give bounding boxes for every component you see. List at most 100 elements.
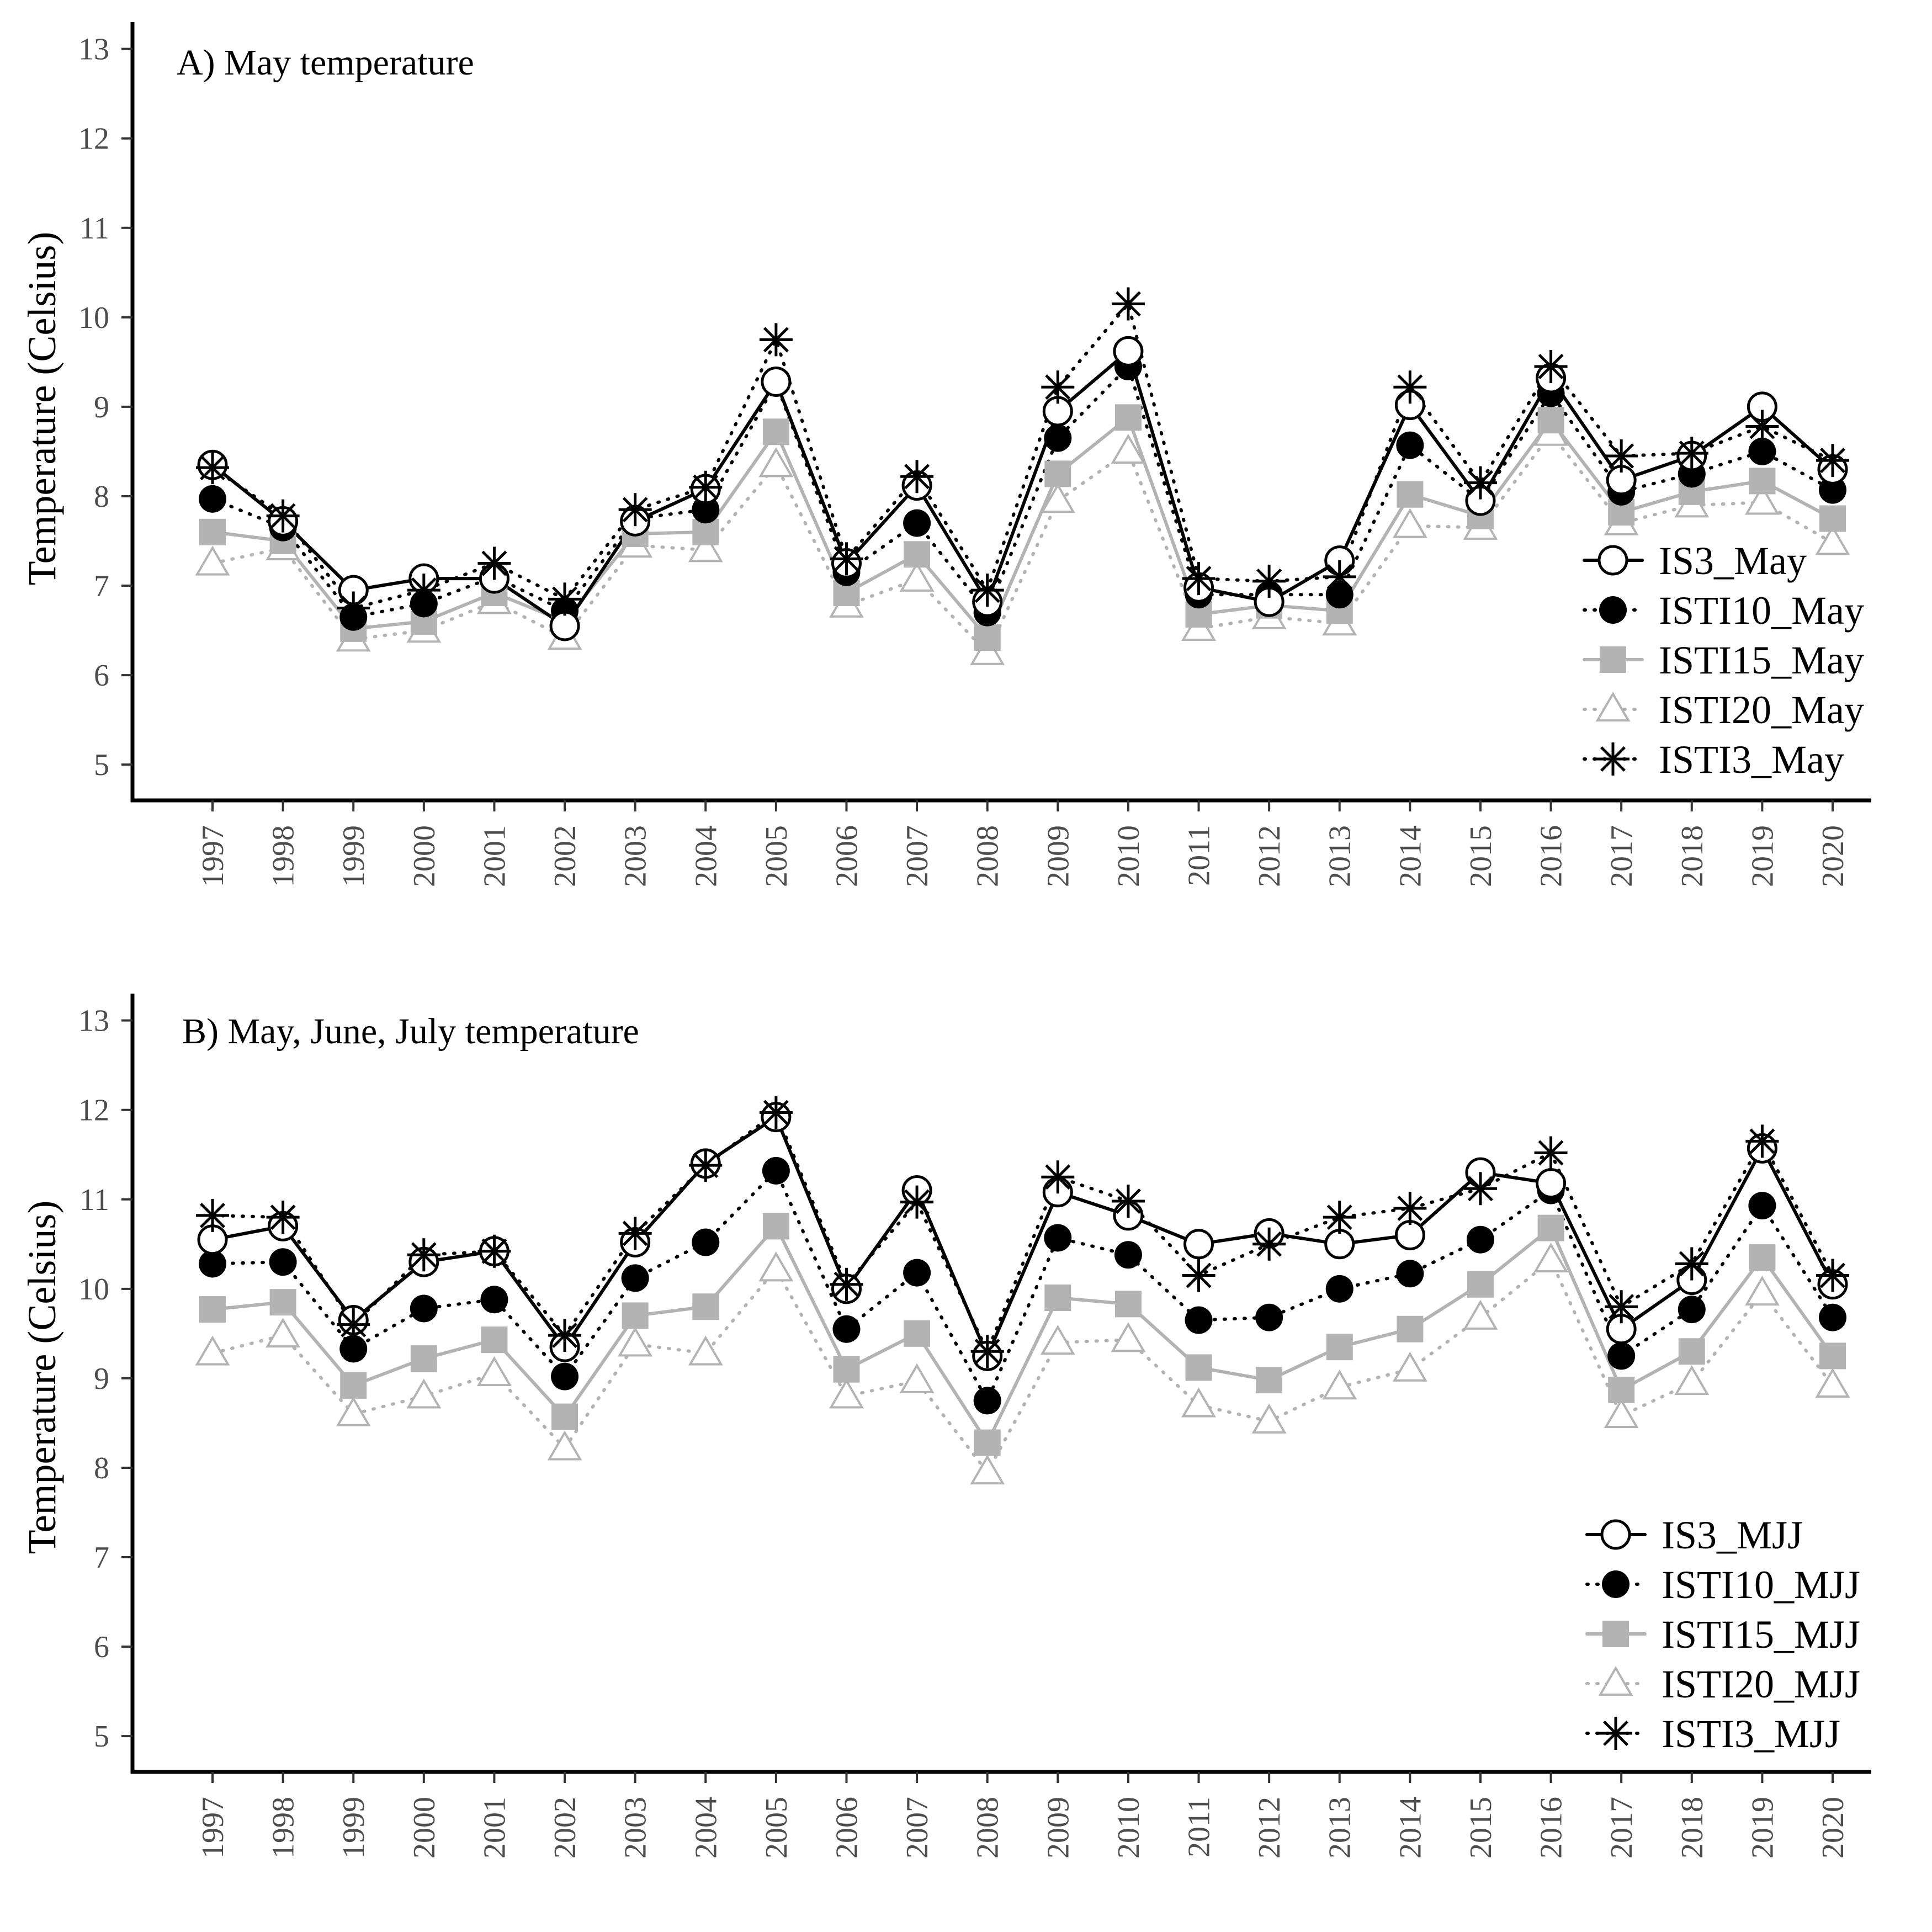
panel-b-point-isti3-mjj-2017	[1605, 1290, 1638, 1324]
panel-b-point-isti15-mjj-2007	[904, 1320, 931, 1347]
panel-b-point-isti10-mjj-2019	[1748, 1192, 1776, 1220]
panel-a-legend-label-is3-may: IS3_May	[1659, 539, 1807, 583]
panel-b-legend-key-marker-isti10-mjj	[1602, 1570, 1630, 1598]
panel-a-x-tick-label-1999: 1999	[337, 825, 371, 887]
panel-a-point-isti15-may-2014	[1397, 481, 1424, 508]
panel-a-legend-entry-isti20-may: ISTI20_May	[1583, 688, 1864, 732]
panel-a-point-isti20-may-2019	[1744, 485, 1780, 515]
panel-a-point-isti3-may-2019	[1745, 410, 1779, 443]
panel-a-markers-isti3-may	[196, 287, 1849, 625]
panel-b-x-tick-label-2001: 2001	[477, 1797, 512, 1859]
panel-a-line-isti10-may	[211, 364, 1834, 619]
panel-b-point-isti20-mjj-2020	[1815, 1367, 1850, 1398]
panel-a-x-tick-label-2001: 2001	[477, 825, 512, 887]
panel-b-point-isti3-mjj-2002	[548, 1319, 582, 1352]
panel-b-point-isti10-mjj-2011	[1185, 1306, 1213, 1334]
panel-a-point-isti10-may-2020	[1819, 476, 1846, 504]
panel-b-point-isti15-mjj-2008	[974, 1429, 1001, 1456]
panel-a-x-tick-label-2010: 2010	[1112, 825, 1146, 887]
panel-b-point-isti3-mjj-2001	[477, 1234, 511, 1268]
panel-b-markers-isti3-mjj	[196, 1096, 1849, 1368]
panel-a-legend-key-marker-isti15-may	[1600, 646, 1626, 673]
panel-b-x-tick-label-2006: 2006	[830, 1797, 864, 1859]
panel-b-point-isti15-mjj-1998	[269, 1289, 296, 1316]
panel-a-legend-key-marker-isti3-may	[1596, 742, 1630, 776]
panel-b-point-isti3-mjj-2014	[1393, 1191, 1427, 1225]
panel-a-x-tick-label-2019: 2019	[1745, 825, 1780, 887]
panel-a-x-tick-label-2004: 2004	[689, 825, 723, 887]
panel-b-point-isti15-mjj-2000	[410, 1345, 437, 1372]
panel-b-x-tick-label-2020: 2020	[1816, 1797, 1850, 1859]
panel-a-x-tick-label-2008: 2008	[971, 825, 1005, 887]
panel-b-point-isti20-mjj-2019	[1744, 1275, 1780, 1306]
panel-b-legend-label-is3-mjj: IS3_MJJ	[1662, 1513, 1803, 1557]
panel-b-point-is3-mjj-2011	[1183, 1229, 1214, 1260]
panel-b-point-isti3-mjj-2007	[900, 1185, 934, 1219]
panel-b-point-isti20-mjj-2004	[688, 1335, 723, 1366]
panel-b-legend-key-marker-isti20-mjj	[1598, 1666, 1633, 1696]
panel-b-point-isti10-mjj-2015	[1466, 1225, 1494, 1254]
panel-a-y-tick-label-13: 13	[78, 33, 109, 67]
panel-b-point-isti20-mjj-2001	[476, 1356, 512, 1386]
panel-a-x-tick-label-2007: 2007	[900, 825, 935, 887]
panel-b-point-isti10-mjj-2006	[832, 1315, 861, 1343]
panel-a-x-tick-label-2005: 2005	[760, 825, 794, 887]
panel-a-point-isti10-may-2013	[1325, 581, 1354, 609]
panel-b-point-isti15-mjj-2013	[1326, 1334, 1353, 1361]
panel-a-legend-entry-is3-may: IS3_May	[1583, 539, 1807, 583]
panel-b-markers-isti20-mjj	[195, 1242, 1850, 1485]
panel-b-x-tick-label-1999: 1999	[337, 1797, 371, 1859]
panel-b-point-isti15-mjj-2009	[1044, 1285, 1071, 1312]
panel-a-y-tick-label-11: 11	[79, 211, 109, 246]
panel-b-point-isti20-mjj-2013	[1322, 1370, 1357, 1400]
panel-a-x-tick-label-2020: 2020	[1816, 825, 1850, 887]
panel-b-point-isti3-mjj-1999	[337, 1308, 370, 1341]
panel-b-point-isti3-mjj-2013	[1323, 1201, 1356, 1234]
panel-a-x-tick-label-2006: 2006	[830, 825, 864, 887]
panel-a-point-isti10-may-2004	[692, 496, 720, 524]
panel-b-point-isti20-mjj-1998	[266, 1318, 301, 1348]
panel-b-legend-label-isti15-mjj: ISTI15_MJJ	[1662, 1612, 1860, 1657]
panel-b-point-isti10-mjj-2010	[1114, 1241, 1142, 1269]
panel-b-y-tick-label-6: 6	[94, 1630, 109, 1664]
panel-b-x-tick-label-2016: 2016	[1535, 1797, 1569, 1859]
panel-b-title: B) May, June, July temperature	[182, 1011, 639, 1052]
panel-a-point-isti15-may-2010	[1114, 404, 1142, 431]
panel-b-point-isti10-mjj-2004	[692, 1228, 720, 1256]
panel-b-markers-isti15-mjj	[199, 1213, 1846, 1456]
panel-b-markers-isti10-mjj	[199, 1156, 1846, 1415]
panel-a-x-tick-label-2002: 2002	[548, 825, 582, 887]
panel-b-point-isti15-mjj-2001	[481, 1326, 508, 1354]
panel-a-point-isti3-may-1997	[196, 451, 229, 485]
panel-b-point-isti3-mjj-1997	[196, 1198, 229, 1232]
panel-b-point-is3-mjj-2013	[1324, 1229, 1355, 1260]
panel-a-point-isti3-may-2011	[1182, 562, 1216, 596]
panel-b-point-isti3-mjj-2005	[759, 1096, 793, 1129]
panel-b-y-tick-label-12: 12	[78, 1094, 109, 1128]
panel-b-y-tick-label-11: 11	[79, 1183, 109, 1217]
panel-b-x-tick-label-2003: 2003	[619, 1797, 653, 1859]
panel-a-x-tick-label-2012: 2012	[1252, 825, 1287, 887]
panel-a-point-isti20-may-2004	[688, 532, 723, 562]
panel-a-series-markers	[195, 287, 1850, 665]
panel-b-point-isti15-mjj-2019	[1749, 1244, 1776, 1271]
panel-b-axes: 5 6 7 8 9 10 11 12 13 1997 1998 1999 2000 2001 2002 200…	[78, 994, 1871, 1859]
panel-b-point-is3-mjj-2014	[1394, 1220, 1425, 1251]
panel-b-y-tick-label-8: 8	[94, 1451, 109, 1485]
panel-b-point-isti10-mjj-2005	[762, 1156, 790, 1185]
panel-a-point-isti10-may-2014	[1396, 431, 1424, 459]
panel-b-point-isti3-mjj-2004	[689, 1149, 723, 1182]
panel-b-y-axis-label: Temperature (Celsius)	[20, 1201, 64, 1554]
panel-b-legend-entry-is3-mjj: IS3_MJJ	[1585, 1513, 1803, 1557]
panel-b-point-isti10-mjj-2007	[903, 1259, 931, 1287]
panel-b-x-tick-label-2004: 2004	[689, 1797, 723, 1859]
panel-b-point-isti3-mjj-2015	[1463, 1172, 1497, 1206]
panel-a-point-isti15-may-2007	[904, 541, 931, 568]
panel-b-x-tick-label-2007: 2007	[900, 1797, 935, 1859]
panel-b-point-isti15-mjj-2016	[1537, 1214, 1564, 1241]
panel-b-x-tick-label-2009: 2009	[1041, 1797, 1075, 1859]
panel-b-series-markers	[195, 1096, 1850, 1485]
panel-b-point-isti15-mjj-2014	[1397, 1315, 1424, 1342]
panel-a-point-isti3-may-2020	[1816, 444, 1849, 477]
panel-a-legend-entry-isti10-may: ISTI10_May	[1583, 588, 1864, 633]
